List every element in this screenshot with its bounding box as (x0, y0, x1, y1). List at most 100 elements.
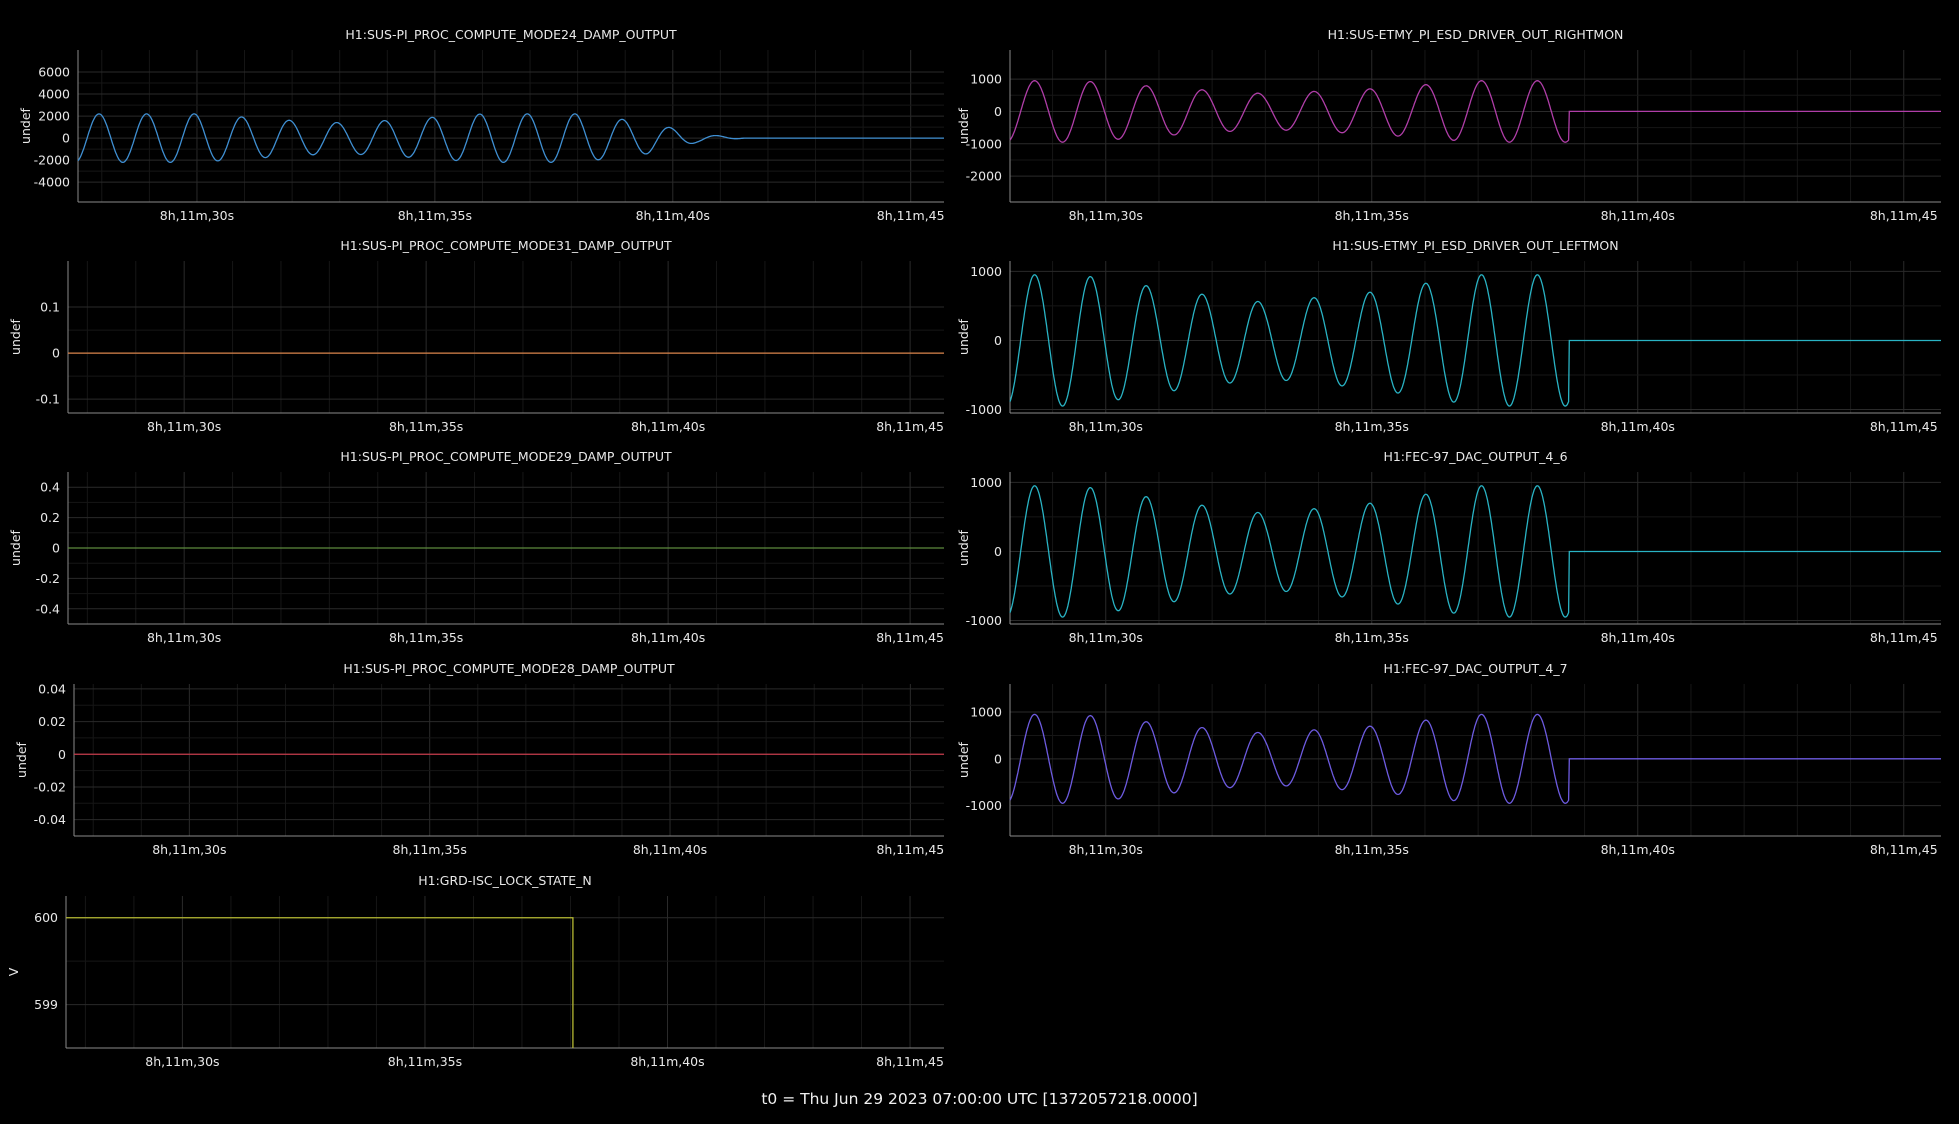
x-tick-label: 8h,11m,30s (1069, 419, 1143, 434)
y-tick-label: -1000 (966, 613, 1002, 628)
x-tick-label: 8h,11m,35s (1335, 842, 1409, 857)
x-tick-label: 8h,11m,35s (389, 630, 463, 645)
y-tick-label: -0.02 (34, 779, 66, 794)
chart-title: H1:SUS-PI_PROC_COMPUTE_MODE29_DAMP_OUTPU… (340, 449, 672, 464)
x-tick-label: 8h,11m,40s (1601, 419, 1675, 434)
y-tick-label: -0.2 (36, 571, 60, 586)
x-tick-label: 8h,11m,45 (876, 419, 944, 434)
x-tick-label: 8h,11m,45 (1870, 208, 1938, 223)
x-tick-label: 8h,11m,35s (1335, 208, 1409, 223)
y-tick-label: -0.04 (34, 812, 66, 827)
x-tick-label: 8h,11m,40s (631, 419, 705, 434)
y-tick-label: 0.4 (40, 480, 60, 495)
x-tick-label: 8h,11m,45 (876, 842, 944, 857)
x-tick-label: 8h,11m,40s (1601, 208, 1675, 223)
y-axis-label: undef (18, 107, 33, 143)
x-tick-label: 8h,11m,30s (1069, 208, 1143, 223)
series-line (1009, 713, 1941, 804)
y-tick-label: -0.1 (36, 392, 60, 407)
x-tick-label: 8h,11m,45 (876, 630, 944, 645)
y-tick-label: -1000 (966, 136, 1002, 151)
chart-panel: H1:SUS-ETMY_PI_ESD_DRIVER_OUT_RIGHTMONun… (956, 27, 1941, 223)
y-axis-label: undef (8, 529, 23, 565)
y-tick-label: 0 (994, 333, 1002, 348)
y-axis-label: undef (956, 107, 971, 143)
y-tick-label: -0.4 (36, 601, 60, 616)
chart-title: H1:FEC-97_DAC_OUTPUT_4_6 (1383, 449, 1567, 464)
y-tick-label: -1000 (966, 402, 1002, 417)
x-tick-label: 8h,11m,40s (630, 1054, 704, 1069)
y-tick-label: 6000 (38, 65, 70, 80)
series-line (1009, 485, 1941, 618)
series-line (1009, 80, 1941, 143)
x-tick-label: 8h,11m,30s (1069, 842, 1143, 857)
x-tick-label: 8h,11m,45 (877, 208, 945, 223)
y-tick-label: 0.2 (40, 510, 60, 525)
y-tick-label: 1000 (970, 705, 1002, 720)
x-tick-label: 8h,11m,35s (393, 842, 467, 857)
y-axis-label: undef (956, 741, 971, 777)
x-tick-label: 8h,11m,40s (1601, 630, 1675, 645)
y-tick-label: 0 (58, 747, 66, 762)
x-tick-label: 8h,11m,45 (1870, 630, 1938, 645)
series-line (77, 113, 944, 163)
x-tick-label: 8h,11m,35s (1335, 630, 1409, 645)
y-tick-label: 0.1 (40, 300, 60, 315)
y-tick-label: 0 (52, 346, 60, 361)
y-tick-label: 599 (34, 997, 58, 1012)
chart-panel: H1:SUS-PI_PROC_COMPUTE_MODE29_DAMP_OUTPU… (8, 449, 944, 645)
x-tick-label: 8h,11m,45 (876, 1054, 944, 1069)
chart-title: H1:SUS-PI_PROC_COMPUTE_MODE28_DAMP_OUTPU… (343, 661, 675, 676)
x-tick-label: 8h,11m,40s (631, 630, 705, 645)
time-origin-footer: t0 = Thu Jun 29 2023 07:00:00 UTC [13720… (761, 1090, 1198, 1108)
x-tick-label: 8h,11m,45 (1870, 419, 1938, 434)
x-tick-label: 8h,11m,45 (1870, 842, 1938, 857)
y-tick-label: 0 (52, 541, 60, 556)
x-tick-label: 8h,11m,35s (1335, 419, 1409, 434)
y-tick-label: -4000 (34, 175, 70, 190)
x-tick-label: 8h,11m,30s (152, 842, 226, 857)
chart-panel: H1:SUS-PI_PROC_COMPUTE_MODE24_DAMP_OUTPU… (18, 27, 945, 223)
y-axis-label: undef (14, 741, 29, 777)
x-tick-label: 8h,11m,30s (145, 1054, 219, 1069)
chart-title: H1:SUS-PI_PROC_COMPUTE_MODE24_DAMP_OUTPU… (345, 27, 677, 42)
y-tick-label: 1000 (970, 264, 1002, 279)
chart-title: H1:SUS-ETMY_PI_ESD_DRIVER_OUT_LEFTMON (1332, 238, 1618, 253)
y-axis-label: V (6, 967, 21, 976)
y-tick-label: -2000 (34, 153, 70, 168)
x-tick-label: 8h,11m,30s (160, 208, 234, 223)
chart-panel: H1:SUS-PI_PROC_COMPUTE_MODE31_DAMP_OUTPU… (8, 238, 944, 434)
y-tick-label: 600 (34, 910, 58, 925)
chart-title: H1:FEC-97_DAC_OUTPUT_4_7 (1383, 661, 1567, 676)
y-tick-label: 0 (994, 751, 1002, 766)
x-tick-label: 8h,11m,40s (636, 208, 710, 223)
x-tick-label: 8h,11m,30s (147, 419, 221, 434)
y-tick-label: -2000 (966, 169, 1002, 184)
y-tick-label: 0 (62, 131, 70, 146)
x-tick-label: 8h,11m,35s (389, 419, 463, 434)
chart-title: H1:SUS-ETMY_PI_ESD_DRIVER_OUT_RIGHTMON (1328, 27, 1624, 42)
y-tick-label: 1000 (970, 475, 1002, 490)
y-tick-label: 0.02 (38, 714, 66, 729)
series-line (1009, 274, 1941, 407)
x-tick-label: 8h,11m,30s (1069, 630, 1143, 645)
y-tick-label: 2000 (38, 109, 70, 124)
series-line (66, 917, 574, 1048)
x-tick-label: 8h,11m,40s (1601, 842, 1675, 857)
chart-panel: H1:GRD-ISC_LOCK_STATE_N V 600 599 8h,11m,30s… (6, 873, 944, 1069)
y-axis-label: undef (956, 529, 971, 565)
chart-title: H1:SUS-PI_PROC_COMPUTE_MODE31_DAMP_OUTPU… (340, 238, 672, 253)
x-tick-label: 8h,11m,40s (633, 842, 707, 857)
chart-title: H1:GRD-ISC_LOCK_STATE_N (418, 873, 592, 888)
y-axis-label: undef (956, 318, 971, 354)
y-tick-label: 0 (994, 544, 1002, 559)
chart-panel: H1:SUS-ETMY_PI_ESD_DRIVER_OUT_LEFTMONund… (956, 238, 1941, 434)
y-tick-label: 1000 (970, 72, 1002, 87)
x-tick-label: 8h,11m,35s (398, 208, 472, 223)
chart-panel: H1:SUS-PI_PROC_COMPUTE_MODE28_DAMP_OUTPU… (14, 661, 944, 857)
y-tick-label: -1000 (966, 798, 1002, 813)
y-tick-label: 0 (994, 104, 1002, 119)
y-tick-label: 0.04 (38, 681, 66, 696)
